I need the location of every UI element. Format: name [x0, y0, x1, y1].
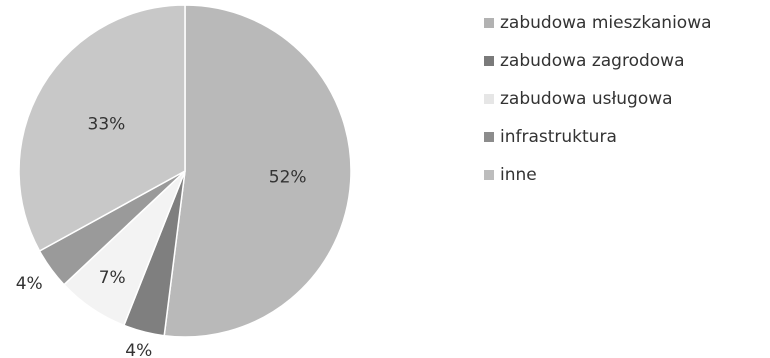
pie-slice-1	[163, 4, 352, 338]
legend-swatch	[484, 170, 494, 180]
pie-slice-5	[18, 4, 186, 252]
pie-slice-labels: 52% 4% 7% 4% 33%	[16, 115, 307, 358]
pie-slices	[18, 4, 352, 338]
legend-label: zabudowa zagrodowa	[500, 51, 685, 71]
chart-legend: zabudowa mieszkaniowa zabudowa zagrodowa…	[484, 4, 712, 194]
legend-swatch	[484, 18, 494, 28]
legend-item-inne: inne	[484, 156, 712, 194]
legend-item-zabudowa-zagrodowa: zabudowa zagrodowa	[484, 42, 712, 80]
legend-label: infrastruktura	[500, 127, 617, 147]
legend-item-zabudowa-uslugowa: zabudowa usługowa	[484, 80, 712, 118]
legend-item-infrastruktura: infrastruktura	[484, 118, 712, 156]
legend-item-zabudowa-mieszkaniowa: zabudowa mieszkaniowa	[484, 4, 712, 42]
legend-label: inne	[500, 165, 537, 185]
legend-swatch	[484, 132, 494, 142]
pie-slice-label-2: 4%	[125, 341, 152, 358]
pie-slice-label-3: 7%	[99, 268, 126, 288]
legend-swatch	[484, 94, 494, 104]
pie-slice-label-1: 52%	[269, 168, 307, 188]
legend-label: zabudowa mieszkaniowa	[500, 13, 712, 33]
legend-label: zabudowa usługowa	[500, 89, 673, 109]
pie-slice-label-5: 33%	[88, 115, 126, 135]
pie-slice-label-4: 4%	[16, 274, 43, 294]
legend-swatch	[484, 56, 494, 66]
